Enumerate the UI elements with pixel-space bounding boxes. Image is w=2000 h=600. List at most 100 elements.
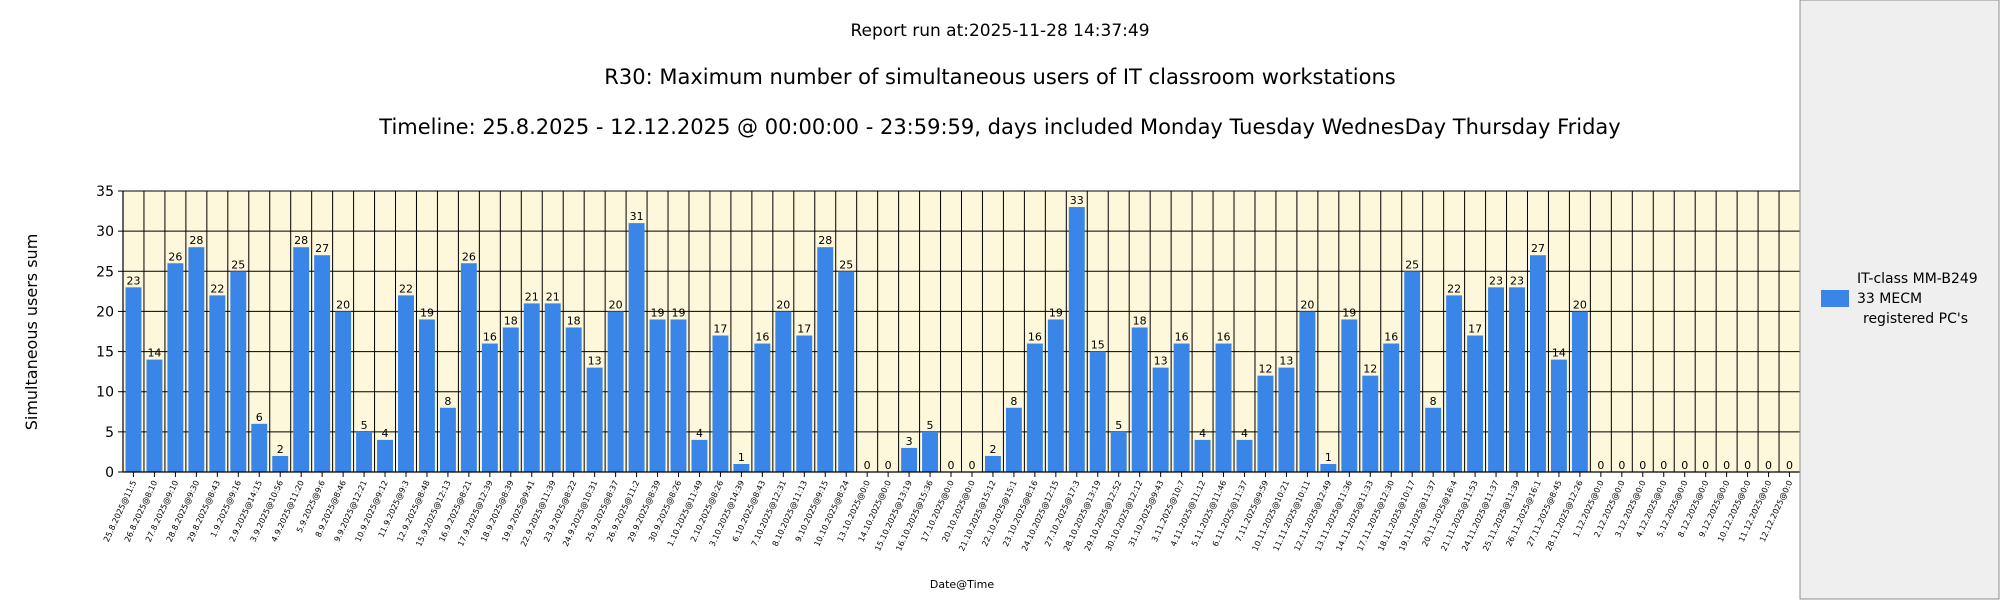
y-axis-label: Simultaneous users sum: [22, 234, 41, 431]
bar-value-label: 16: [1384, 331, 1398, 344]
y-tick-label: 5: [105, 425, 114, 441]
bar-value-label: 19: [1049, 306, 1063, 319]
bar: [649, 319, 666, 472]
bar: [1236, 439, 1253, 472]
bar-value-label: 8: [444, 395, 451, 408]
bar: [1509, 287, 1525, 472]
bar: [1005, 407, 1022, 472]
bar-value-label: 22: [399, 282, 413, 295]
bar: [1110, 431, 1127, 472]
bar: [922, 431, 939, 472]
bar-value-label: 16: [755, 331, 769, 344]
bar-value-label: 17: [797, 323, 811, 336]
bar-value-label: 0: [1618, 459, 1625, 472]
bar: [314, 255, 331, 472]
report-run-text: Report run at:2025-11-28 14:37:49: [850, 21, 1149, 41]
bar-value-label: 20: [609, 298, 623, 311]
bar: [1467, 335, 1484, 472]
bar: [293, 247, 310, 472]
bar: [1068, 207, 1085, 473]
bar-value-label: 20: [1300, 298, 1314, 311]
bar-value-label: 12: [1258, 363, 1272, 376]
bar-value-label: 27: [315, 242, 329, 255]
bar: [1131, 327, 1148, 472]
bar-value-label: 5: [361, 419, 368, 432]
bar-value-label: 0: [1765, 459, 1772, 472]
bar-value-label: 22: [210, 282, 224, 295]
bar: [398, 295, 414, 472]
bar: [502, 327, 519, 472]
x-axis-ticks: 25.8.2025@11:526.8.2025@8:1027.8.2025@9:…: [102, 472, 1794, 553]
bar-value-label: 18: [567, 314, 581, 327]
bar: [1383, 343, 1400, 472]
bar-value-label: 0: [1702, 459, 1709, 472]
bar-value-label: 1: [1325, 451, 1332, 464]
y-tick-label: 0: [105, 465, 114, 481]
bar-value-label: 0: [1660, 459, 1667, 472]
bar-value-label: 33: [1070, 194, 1084, 207]
bar-value-label: 6: [256, 411, 263, 424]
y-tick-label: 10: [96, 385, 114, 401]
bar: [1089, 351, 1106, 472]
bar-value-label: 28: [818, 234, 832, 247]
bar-value-label: 2: [277, 443, 284, 456]
bar-value-label: 23: [1489, 274, 1503, 287]
bar: [628, 223, 645, 472]
bar-value-label: 23: [1510, 274, 1524, 287]
bar: [481, 343, 498, 472]
bar: [712, 335, 729, 472]
bar-value-label: 0: [1723, 459, 1730, 472]
bar-value-label: 28: [294, 234, 308, 247]
bar: [418, 319, 435, 472]
bar-value-label: 8: [1430, 395, 1437, 408]
bar: [230, 271, 247, 472]
legend-swatch: [1821, 290, 1849, 307]
bar-value-label: 3: [906, 435, 913, 448]
bar: [460, 263, 477, 472]
bar: [272, 455, 289, 472]
bar-value-label: 18: [1133, 314, 1147, 327]
bar-value-label: 0: [1744, 459, 1751, 472]
bar-value-label: 20: [1573, 298, 1587, 311]
legend-line-1: IT-class MM-B249: [1857, 271, 1978, 287]
bar-value-label: 21: [546, 290, 560, 303]
bar-value-label: 4: [1241, 427, 1248, 440]
grid-lines: [122, 190, 1801, 473]
bar: [1425, 407, 1442, 472]
bar: [251, 423, 268, 472]
bar-value-label: 0: [968, 459, 975, 472]
bar: [439, 407, 456, 472]
bar: [1320, 463, 1337, 472]
bar-value-label: 17: [713, 323, 727, 336]
bar: [838, 271, 855, 472]
bar-value-label: 4: [696, 427, 703, 440]
bar-value-label: 4: [1199, 427, 1206, 440]
bar-value-label: 0: [1681, 459, 1688, 472]
bar-value-label: 13: [588, 355, 602, 368]
bar: [733, 463, 750, 472]
bar-value-label: 16: [1217, 331, 1231, 344]
bar-value-label: 20: [336, 298, 350, 311]
bar: [377, 439, 393, 472]
bar-value-label: 23: [126, 274, 140, 287]
bar: [607, 311, 624, 472]
bar: [796, 335, 813, 472]
bar-value-label: 12: [1363, 363, 1377, 376]
bar: [670, 319, 687, 472]
bar: [544, 303, 561, 472]
bar: [1341, 319, 1358, 472]
bar: [754, 343, 771, 472]
chart-title: R30: Maximum number of simultaneous user…: [604, 65, 1395, 89]
bar: [1215, 343, 1232, 472]
bar-value-label: 13: [1279, 355, 1293, 368]
bar: [1173, 343, 1190, 472]
bar: [1257, 375, 1274, 472]
legend-line-2: 33 MECM: [1857, 291, 1922, 307]
bar-value-label: 0: [885, 459, 892, 472]
bar: [775, 311, 792, 472]
bar: [523, 303, 540, 472]
bar-value-label: 16: [483, 331, 497, 344]
bar-value-label: 19: [651, 306, 665, 319]
bar-value-label: 16: [1028, 331, 1042, 344]
bar: [1446, 295, 1463, 472]
